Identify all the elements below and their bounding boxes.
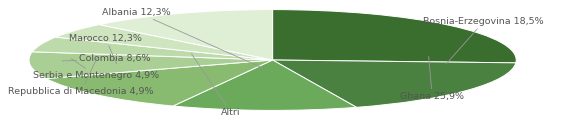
Wedge shape bbox=[273, 60, 516, 107]
Text: Colombia 8,6%: Colombia 8,6% bbox=[62, 54, 151, 63]
Text: Serbia e Montenegro 4,9%: Serbia e Montenegro 4,9% bbox=[34, 59, 160, 80]
Text: Albania 12,3%: Albania 12,3% bbox=[103, 7, 263, 68]
Wedge shape bbox=[29, 52, 273, 79]
Wedge shape bbox=[99, 10, 273, 60]
Wedge shape bbox=[273, 10, 516, 63]
Wedge shape bbox=[46, 60, 273, 106]
Text: Marocco 12,3%: Marocco 12,3% bbox=[69, 34, 142, 64]
Wedge shape bbox=[32, 37, 273, 60]
Text: Repubblica di Macedonia 4,9%: Repubblica di Macedonia 4,9% bbox=[8, 57, 154, 96]
Wedge shape bbox=[56, 25, 273, 60]
Wedge shape bbox=[173, 60, 357, 110]
Text: Bosnia-Erzegovina 18,5%: Bosnia-Erzegovina 18,5% bbox=[423, 17, 544, 63]
Text: Altri: Altri bbox=[191, 54, 241, 117]
Text: Ghana 25,9%: Ghana 25,9% bbox=[400, 57, 464, 101]
